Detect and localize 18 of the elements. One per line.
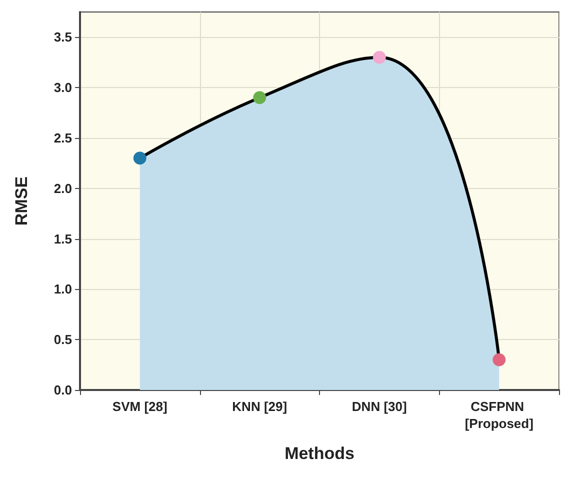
point [253,91,266,104]
y-tick-label: 0.0 [54,382,72,398]
x-tick-label: SVM [28] [112,399,168,414]
y-tick-label: 0.5 [54,332,72,348]
y-tick-label: 2.0 [54,180,72,196]
y-tick-label: 1.5 [54,231,72,246]
y-axis-title: RMSE [12,176,31,226]
y-tick-label: 3.0 [54,80,72,96]
point [133,152,146,165]
point [372,50,386,64]
point [492,353,506,366]
x-tick-label: DNN [30] [352,399,407,414]
y-tick-label: 2.5 [54,130,72,146]
y-tick-label: 3.5 [54,30,72,45]
x-tick-label: KNN [29] [232,399,288,414]
x-tick-label: CSFPNN [Proposed] [464,399,534,431]
x-axis-title: Methods [284,444,354,463]
y-tick-label: 1.0 [54,282,72,297]
